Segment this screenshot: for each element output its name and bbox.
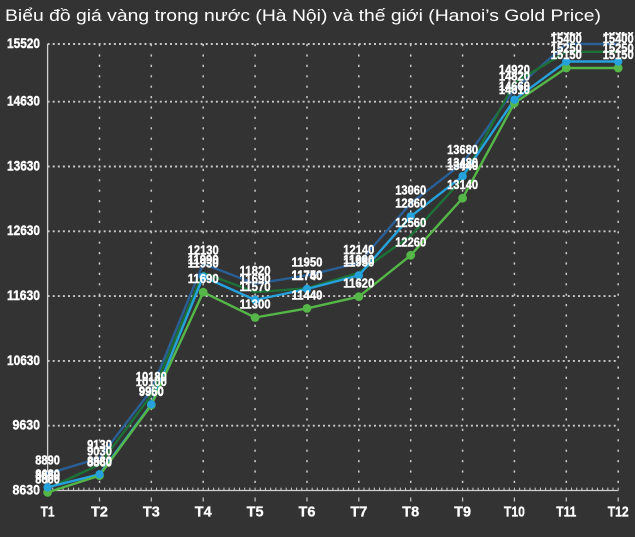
svg-text:11440: 11440 bbox=[292, 287, 323, 302]
svg-text:14660: 14660 bbox=[499, 79, 530, 94]
svg-text:T5: T5 bbox=[247, 505, 264, 521]
svg-text:T11: T11 bbox=[556, 505, 576, 521]
svg-text:T7: T7 bbox=[350, 505, 367, 521]
svg-text:T3: T3 bbox=[143, 505, 160, 521]
svg-text:15150: 15150 bbox=[551, 47, 582, 62]
svg-text:11950: 11950 bbox=[343, 254, 374, 269]
svg-text:15400: 15400 bbox=[603, 31, 634, 46]
svg-text:14920: 14920 bbox=[499, 62, 530, 77]
svg-text:12140: 12140 bbox=[343, 242, 374, 257]
svg-text:11690: 11690 bbox=[188, 271, 219, 286]
svg-text:15520: 15520 bbox=[603, 23, 634, 38]
svg-text:10630: 10630 bbox=[7, 352, 40, 368]
svg-text:12260: 12260 bbox=[395, 234, 426, 249]
svg-text:11950: 11950 bbox=[292, 254, 323, 269]
svg-text:14630: 14630 bbox=[7, 93, 40, 109]
svg-text:11990: 11990 bbox=[343, 252, 374, 267]
svg-text:11930: 11930 bbox=[188, 256, 219, 271]
svg-text:9950: 9950 bbox=[139, 384, 164, 399]
svg-text:T4: T4 bbox=[195, 505, 212, 521]
svg-text:T8: T8 bbox=[402, 505, 419, 521]
svg-text:11620: 11620 bbox=[343, 276, 374, 291]
svg-text:T10: T10 bbox=[504, 505, 525, 521]
svg-text:T2: T2 bbox=[91, 505, 108, 521]
svg-text:10100: 10100 bbox=[136, 374, 167, 389]
svg-text:9130: 9130 bbox=[87, 437, 112, 452]
svg-text:11820: 11820 bbox=[240, 263, 271, 278]
svg-text:12860: 12860 bbox=[395, 195, 426, 210]
svg-text:11300: 11300 bbox=[240, 297, 271, 312]
svg-text:11750: 11750 bbox=[292, 267, 323, 282]
svg-text:8880: 8880 bbox=[87, 453, 112, 468]
svg-text:T9: T9 bbox=[454, 505, 471, 521]
svg-text:13480: 13480 bbox=[447, 155, 478, 170]
svg-text:9630: 9630 bbox=[13, 417, 41, 433]
svg-text:11690: 11690 bbox=[240, 271, 271, 286]
svg-text:15400: 15400 bbox=[551, 31, 582, 46]
svg-text:8600: 8600 bbox=[35, 471, 60, 486]
svg-text:12630: 12630 bbox=[7, 222, 40, 238]
svg-text:8890: 8890 bbox=[35, 453, 60, 468]
svg-text:12130: 12130 bbox=[188, 243, 219, 258]
svg-text:15150: 15150 bbox=[603, 47, 634, 62]
svg-text:15520: 15520 bbox=[551, 23, 582, 38]
svg-text:T12: T12 bbox=[608, 505, 629, 521]
svg-text:12560: 12560 bbox=[395, 215, 426, 230]
svg-text:13060: 13060 bbox=[395, 182, 426, 197]
svg-text:Biểu đồ giá vàng trong nước (H: Biểu đồ giá vàng trong nước (Hà Nội) và … bbox=[5, 7, 601, 25]
svg-text:T6: T6 bbox=[299, 505, 316, 521]
svg-text:14610: 14610 bbox=[499, 82, 530, 97]
svg-text:T1: T1 bbox=[41, 505, 55, 521]
svg-text:13680: 13680 bbox=[447, 142, 478, 157]
svg-text:15250: 15250 bbox=[603, 41, 634, 56]
svg-text:15250: 15250 bbox=[551, 41, 582, 56]
svg-text:13140: 13140 bbox=[447, 177, 478, 192]
svg-text:13630: 13630 bbox=[7, 157, 40, 173]
svg-text:11740: 11740 bbox=[292, 268, 323, 283]
svg-text:11990: 11990 bbox=[188, 252, 219, 267]
svg-text:8660: 8660 bbox=[35, 468, 60, 483]
svg-text:9030: 9030 bbox=[87, 444, 112, 459]
svg-text:10180: 10180 bbox=[136, 369, 167, 384]
svg-text:11630: 11630 bbox=[7, 287, 40, 303]
svg-text:8860: 8860 bbox=[87, 455, 112, 470]
svg-text:8630: 8630 bbox=[13, 481, 41, 497]
svg-text:9960: 9960 bbox=[139, 383, 164, 398]
svg-text:14820: 14820 bbox=[499, 68, 530, 83]
svg-text:8680: 8680 bbox=[35, 466, 60, 481]
svg-text:15520: 15520 bbox=[7, 35, 40, 51]
svg-text:13440: 13440 bbox=[447, 158, 478, 173]
svg-text:11570: 11570 bbox=[240, 279, 271, 294]
